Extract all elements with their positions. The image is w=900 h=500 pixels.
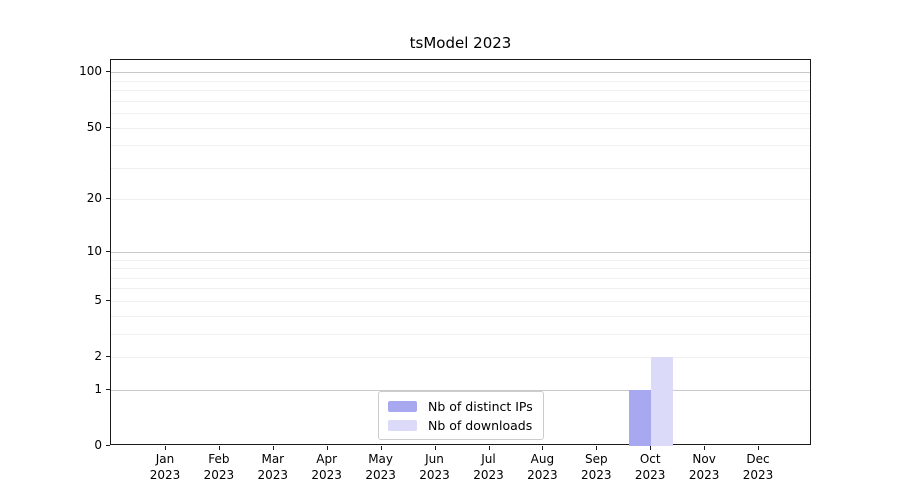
gridline-minor [111,199,810,201]
y-tick-mark [106,198,110,200]
x-tick-label: Dec 2023 [742,452,774,482]
x-tick-mark [488,446,490,450]
x-tick-mark [326,446,328,450]
y-tick-mark [106,250,110,252]
y-tick-label: 2 [94,349,102,363]
y-tick-mark [106,126,110,128]
gridline-minor [111,315,810,317]
x-tick-label: Nov 2023 [688,452,720,482]
y-tick-label: 20 [86,191,102,206]
legend-item: Nb of distinct IPs [388,397,534,416]
y-tick-mark [106,388,110,390]
bar-nb-of-distinct-ips [629,389,652,446]
gridline-major [111,72,810,74]
chart-title: tsModel 2023 [409,34,512,52]
gridline-minor [111,90,810,91]
gridline-minor [111,259,810,261]
gridline-minor [111,167,810,169]
x-tick-label: Sep 2023 [581,452,612,482]
legend-swatch [388,420,417,431]
x-tick-mark [542,446,544,450]
gridline-minor [111,80,810,82]
y-tick-mark [106,71,110,73]
x-tick-mark [434,446,436,450]
legend-item: Nb of downloads [388,416,534,435]
x-tick-mark [596,446,598,450]
x-tick-label: Jan 2023 [149,452,181,482]
x-tick-label: Jul 2023 [473,452,504,482]
gridline-minor [111,300,810,302]
x-tick-mark [758,446,759,450]
plot-area [110,59,811,446]
x-tick-mark [650,446,652,450]
y-tick-mark [106,299,110,301]
legend-label: Nb of distinct IPs [428,399,533,414]
gridline-minor [111,127,810,129]
gridline-major [111,251,810,253]
x-tick-label: Oct 2023 [634,452,666,482]
y-tick-mark [106,356,110,357]
legend-label: Nb of downloads [428,418,533,433]
gridline-major [111,389,810,391]
legend: Nb of distinct IPs Nb of downloads [378,391,544,440]
y-tick-label: 100 [79,64,102,79]
x-tick-label: Feb 2023 [203,452,235,482]
y-tick-label: 5 [94,292,102,307]
x-tick-label: May 2023 [365,452,396,482]
gridline-minor [111,288,810,290]
gridline-minor [111,333,810,335]
y-tick-label: 10 [86,243,102,258]
legend-swatch [388,401,417,412]
gridline-minor [111,145,810,147]
y-tick-label: 1 [94,381,102,396]
x-tick-mark [704,446,706,450]
gridline-minor [111,100,810,102]
bar-nb-of-downloads [651,357,674,446]
x-tick-mark [380,446,382,450]
x-tick-label: Mar 2023 [257,452,289,482]
gridline-minor [111,277,810,279]
x-tick-mark [272,446,274,450]
x-tick-mark [218,446,220,450]
gridline-minor [111,357,810,358]
x-tick-label: Apr 2023 [311,452,342,482]
gridline-minor [111,268,810,269]
x-tick-label: Aug 2023 [527,452,558,482]
gridline-minor [111,113,810,114]
y-tick-label: 50 [86,119,102,134]
x-tick-label: Jun 2023 [419,452,450,482]
y-tick-mark [106,445,110,446]
y-tick-label: 0 [94,438,102,452]
x-tick-mark [165,446,166,450]
